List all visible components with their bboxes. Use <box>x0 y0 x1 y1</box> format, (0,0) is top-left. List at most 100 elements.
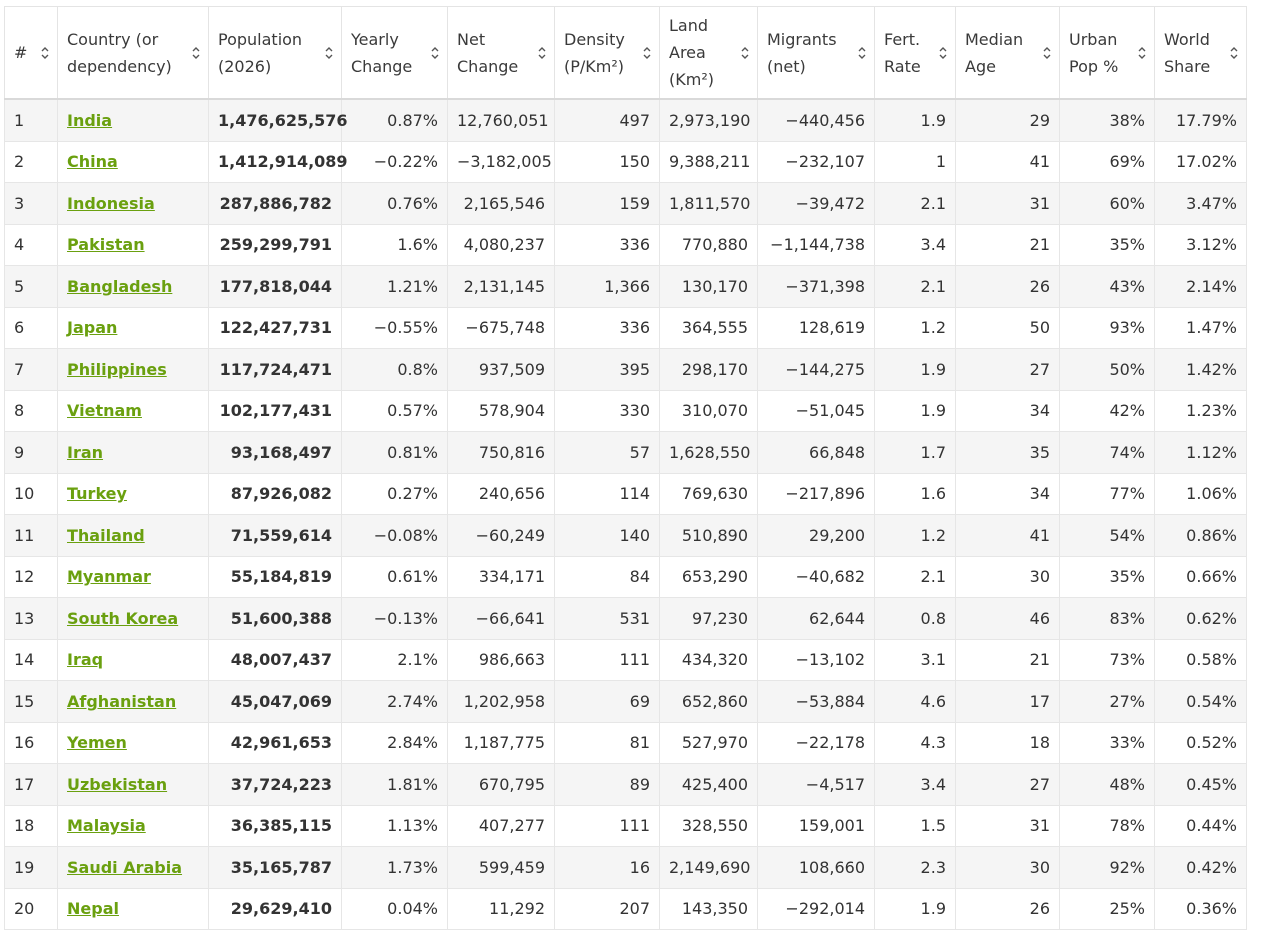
table-row: 11 Thailand 71,559,614 −0.08% −60,249 140 510,… <box>4 514 1247 557</box>
cell-urban-pop: 35% <box>1059 555 1155 598</box>
cell-rank: 6 <box>4 306 58 349</box>
country-link[interactable]: Thailand <box>67 525 145 545</box>
country-link[interactable]: Malaysia <box>67 816 146 836</box>
country-link[interactable]: Yemen <box>67 733 127 753</box>
column-header-population[interactable]: Population (2026) <box>208 6 342 100</box>
sort-icon[interactable] <box>40 45 50 61</box>
column-header-urban-pop[interactable]: Urban Pop % <box>1059 6 1155 100</box>
cell-country: Uzbekistan <box>57 763 209 806</box>
column-header-net-change[interactable]: Net Change <box>447 6 555 100</box>
cell-urban-pop: 25% <box>1059 887 1155 930</box>
cell-country: Thailand <box>57 514 209 557</box>
column-header-migrants[interactable]: Migrants (net) <box>757 6 875 100</box>
cell-country: Saudi Arabia <box>57 846 209 889</box>
sort-icon[interactable] <box>857 45 867 61</box>
country-link[interactable]: Pakistan <box>67 235 145 255</box>
cell-country: Iraq <box>57 638 209 681</box>
country-link[interactable]: Uzbekistan <box>67 774 168 794</box>
cell-fert-rate: 1.2 <box>874 306 956 349</box>
cell-migrants: −217,896 <box>757 472 875 515</box>
sort-icon[interactable] <box>537 45 547 61</box>
cell-migrants: 128,619 <box>757 306 875 349</box>
cell-net-change: 599,459 <box>447 846 555 889</box>
country-link[interactable]: Vietnam <box>67 401 142 421</box>
sort-icon[interactable] <box>740 45 750 61</box>
cell-fert-rate: 3.1 <box>874 638 956 681</box>
country-link[interactable]: China <box>67 152 118 172</box>
sort-icon[interactable] <box>938 45 948 61</box>
cell-rank: 15 <box>4 680 58 723</box>
country-link[interactable]: Iraq <box>67 650 104 670</box>
cell-rank: 11 <box>4 514 58 557</box>
cell-median-age: 27 <box>955 763 1060 806</box>
column-header-density[interactable]: Density (P/Km²) <box>554 6 660 100</box>
cell-land-area: 143,350 <box>659 887 758 930</box>
sort-icon[interactable] <box>324 45 334 61</box>
table-row: 5 Bangladesh 177,818,044 1.21% 2,131,145 1,36… <box>4 265 1247 308</box>
cell-median-age: 46 <box>955 597 1060 640</box>
cell-median-age: 30 <box>955 846 1060 889</box>
cell-fert-rate: 2.1 <box>874 265 956 308</box>
cell-median-age: 35 <box>955 431 1060 474</box>
cell-rank: 12 <box>4 555 58 598</box>
column-header-fert-rate[interactable]: Fert. Rate <box>874 6 956 100</box>
cell-net-change: 4,080,237 <box>447 223 555 266</box>
cell-median-age: 31 <box>955 182 1060 225</box>
cell-urban-pop: 69% <box>1059 140 1155 183</box>
cell-rank: 1 <box>4 98 58 142</box>
cell-urban-pop: 74% <box>1059 431 1155 474</box>
cell-world-share: 0.52% <box>1154 721 1247 764</box>
country-link[interactable]: Philippines <box>67 359 167 379</box>
cell-migrants: −292,014 <box>757 887 875 930</box>
cell-world-share: 0.62% <box>1154 597 1247 640</box>
cell-yearly-change: −0.22% <box>341 140 448 183</box>
cell-density: 330 <box>554 389 660 432</box>
cell-urban-pop: 83% <box>1059 597 1155 640</box>
country-link[interactable]: South Korea <box>67 608 179 628</box>
country-link[interactable]: Saudi Arabia <box>67 857 183 877</box>
cell-country: Myanmar <box>57 555 209 598</box>
table-row: 3 Indonesia 287,886,782 0.76% 2,165,546 159 1,… <box>4 182 1247 225</box>
country-link[interactable]: Indonesia <box>67 193 155 213</box>
header-label: Net <box>457 29 486 49</box>
cell-net-change: −3,182,005 <box>447 140 555 183</box>
cell-world-share: 1.42% <box>1154 348 1247 391</box>
cell-population: 37,724,223 <box>208 763 342 806</box>
cell-land-area: 2,149,690 <box>659 846 758 889</box>
column-header-median-age[interactable]: Median Age <box>955 6 1060 100</box>
column-header-land-area[interactable]: Land Area (Km²) <box>659 6 758 100</box>
country-link[interactable]: Myanmar <box>67 567 151 587</box>
country-link[interactable]: Turkey <box>67 484 127 504</box>
column-header-yearly-change[interactable]: Yearly Change <box>341 6 448 100</box>
cell-fert-rate: 1 <box>874 140 956 183</box>
cell-rank: 9 <box>4 431 58 474</box>
cell-net-change: 750,816 <box>447 431 555 474</box>
cell-world-share: 0.66% <box>1154 555 1247 598</box>
cell-yearly-change: 0.27% <box>341 472 448 515</box>
cell-net-change: 2,131,145 <box>447 265 555 308</box>
column-header-rank[interactable]: # <box>4 6 58 100</box>
header-label: Country (or <box>67 29 159 49</box>
cell-land-area: 1,811,570 <box>659 182 758 225</box>
cell-world-share: 1.06% <box>1154 472 1247 515</box>
sort-icon[interactable] <box>642 45 652 61</box>
country-link[interactable]: Nepal <box>67 899 119 919</box>
cell-urban-pop: 48% <box>1059 763 1155 806</box>
country-link[interactable]: Afghanistan <box>67 691 177 711</box>
cell-median-age: 21 <box>955 223 1060 266</box>
sort-icon[interactable] <box>191 45 201 61</box>
cell-land-area: 434,320 <box>659 638 758 681</box>
country-link[interactable]: Iran <box>67 442 104 462</box>
column-header-world-share[interactable]: World Share <box>1154 6 1247 100</box>
country-link[interactable]: India <box>67 110 113 130</box>
sort-icon[interactable] <box>430 45 440 61</box>
column-header-country[interactable]: Country (or dependency) <box>57 6 209 100</box>
cell-median-age: 18 <box>955 721 1060 764</box>
sort-icon[interactable] <box>1042 45 1052 61</box>
country-link[interactable]: Japan <box>67 318 118 338</box>
cell-country: Iran <box>57 431 209 474</box>
sort-icon[interactable] <box>1137 45 1147 61</box>
table-body: 1 India 1,476,625,576 0.87% 12,760,051 497 2,9… <box>4 98 1247 930</box>
country-link[interactable]: Bangladesh <box>67 276 173 296</box>
sort-icon[interactable] <box>1229 45 1239 61</box>
